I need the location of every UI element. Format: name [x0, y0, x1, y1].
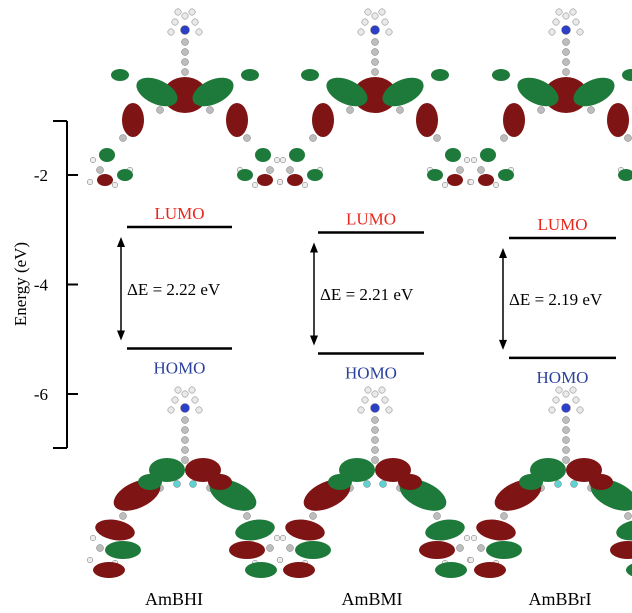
gap-arrow — [310, 242, 318, 346]
gap-label: ΔE = 2.21 eV — [320, 285, 414, 304]
lumo-label: LUMO — [537, 215, 587, 234]
compound-name-2: AmBMI — [341, 589, 402, 609]
homo-orbital-image — [86, 386, 284, 578]
homo-label: HOMO — [154, 359, 206, 378]
homo-orbital-image — [467, 386, 632, 578]
axis-tick-label: -4 — [34, 276, 49, 295]
axis-tick-label: -2 — [34, 166, 48, 185]
gap-label: ΔE = 2.19 eV — [509, 290, 603, 309]
lumo-label: LUMO — [154, 204, 204, 223]
gap-arrow — [499, 247, 507, 350]
homo-label: HOMO — [345, 363, 397, 382]
energy-axis: -2 -4 -6 Energy (eV) — [11, 120, 78, 449]
gap-arrow — [117, 237, 125, 341]
axis-label: Energy (eV) — [11, 242, 30, 326]
homo-orbital-image — [276, 386, 474, 578]
compound-name-3: AmBBrI — [529, 589, 592, 609]
lumo-orbital-image — [86, 8, 284, 189]
gap-label: ΔE = 2.22 eV — [127, 280, 221, 299]
orbital-images — [86, 8, 632, 578]
homo-label: HOMO — [537, 368, 589, 387]
axis-tick-label: -6 — [34, 385, 48, 404]
lumo-label: LUMO — [346, 209, 396, 228]
compound-name-1: AmBHI — [145, 589, 203, 609]
lumo-orbital-image — [276, 8, 474, 189]
lumo-orbital-image — [467, 8, 632, 189]
energy-levels: LUMO HOMO ΔE = 2.22 eV LUMO HOMO ΔE = 2.21 eV… — [117, 204, 616, 387]
